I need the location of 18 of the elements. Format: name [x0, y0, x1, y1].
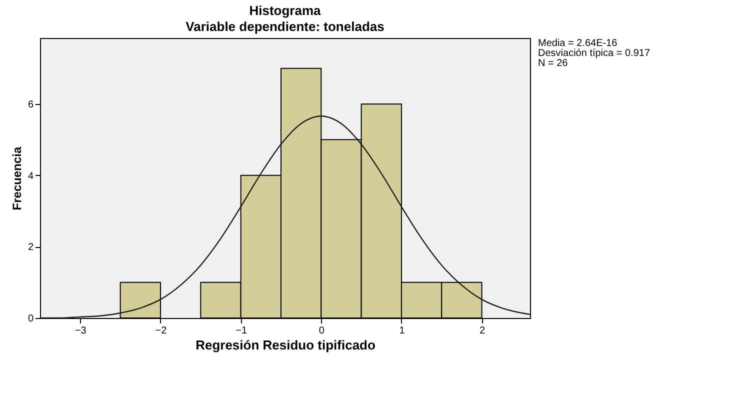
x-tick-label: −3 [74, 326, 87, 336]
chart-title: Histograma [249, 3, 322, 18]
y-tick-label: 4 [28, 170, 34, 182]
x-tick-label: 1 [399, 326, 406, 336]
y-axis-title: Frecuencia [10, 146, 24, 210]
x-axis-title: Regresión Residuo tipificado [196, 338, 376, 352]
text: N = 26 [538, 58, 568, 69]
y-tick-label: 0 [28, 314, 34, 324]
x-tick-label: −2 [155, 326, 168, 336]
x-tick-label: −1 [236, 326, 248, 336]
y-tick-label: 6 [28, 99, 34, 110]
text: Media = 2.64E-16 [538, 38, 618, 49]
text: Desviación típica = 0.917 [538, 48, 650, 59]
y-tick-label: 2 [28, 242, 34, 254]
chart-subtitle: Variable dependiente: toneladas [186, 19, 384, 34]
x-tick-label: 0 [318, 326, 325, 336]
line-series [39, 116, 531, 319]
x-tick-label: 2 [480, 326, 486, 336]
